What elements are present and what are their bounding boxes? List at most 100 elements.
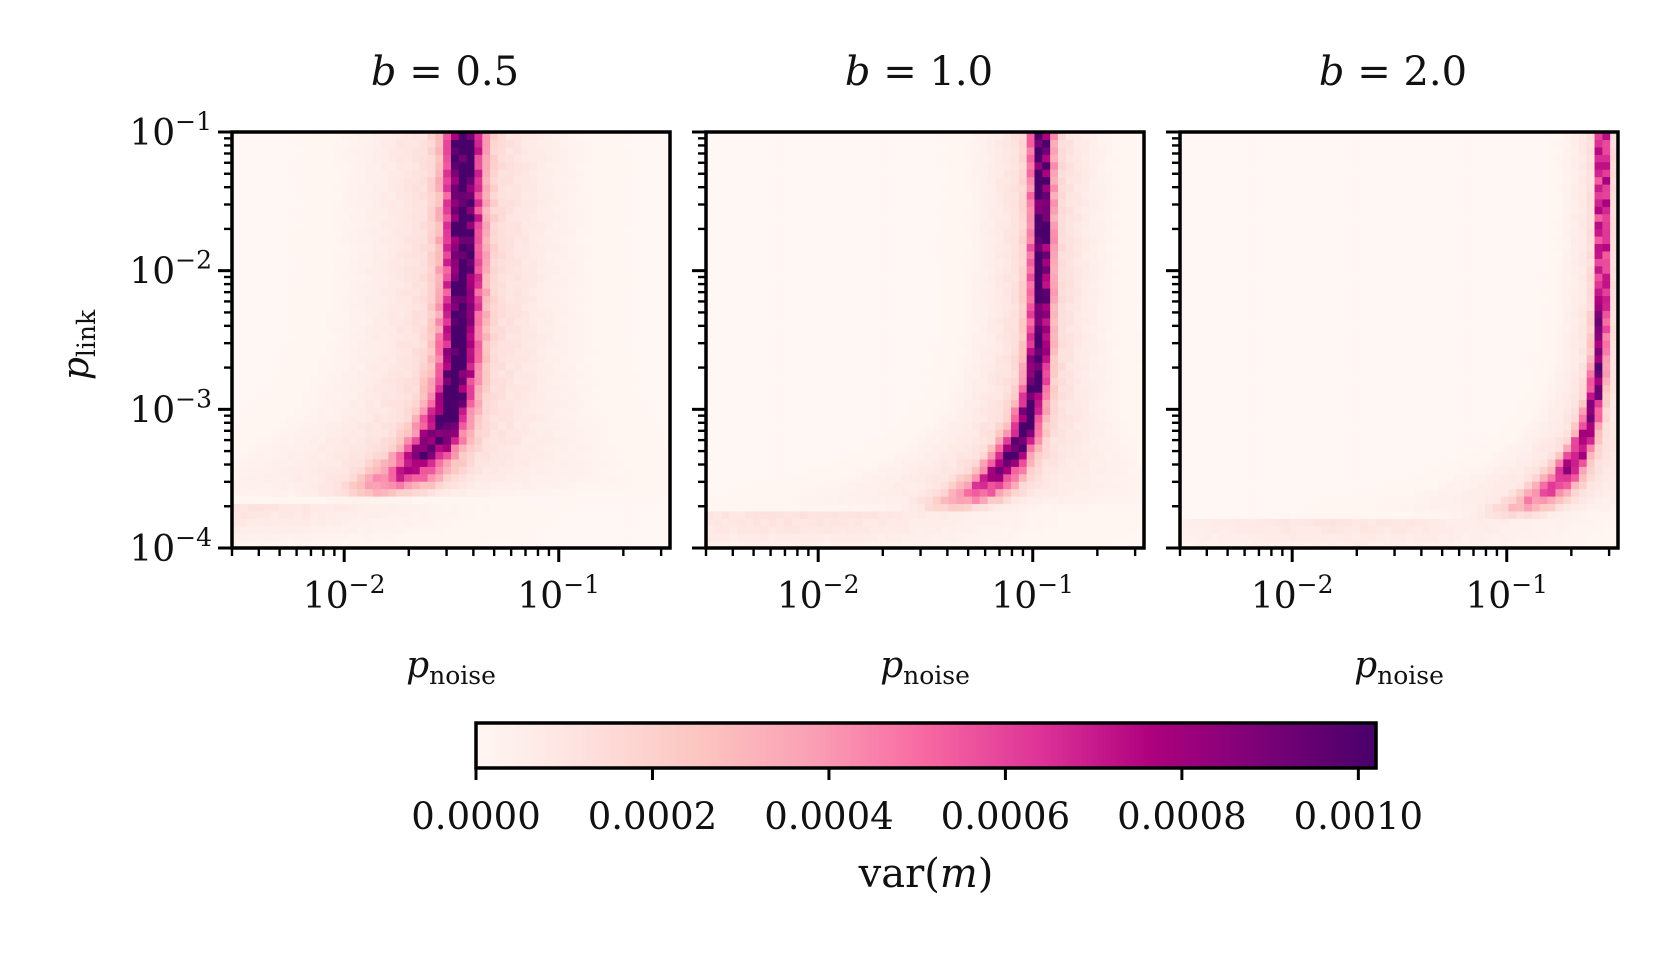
heatmap-cell (917, 444, 926, 453)
heatmap-cell (521, 525, 530, 534)
heatmap-cell (341, 399, 350, 408)
heatmap-cell (925, 325, 934, 334)
heatmap-cell (333, 540, 343, 549)
heatmap-cell (591, 206, 601, 215)
heatmap-cell (302, 288, 311, 297)
heatmap-cell (615, 466, 624, 475)
heatmap-cell (792, 458, 801, 467)
heatmap-cell (372, 488, 382, 497)
heatmap-cell (615, 399, 624, 408)
heatmap-cell (591, 369, 601, 378)
heatmap-cell (799, 161, 809, 170)
heatmap-cell (544, 132, 554, 141)
heatmap-cell (878, 510, 887, 519)
heatmap-cell (799, 444, 809, 453)
heatmap-cell (419, 198, 429, 207)
heatmap-cell (372, 280, 382, 289)
heatmap-cell (654, 169, 663, 178)
heatmap-cell (823, 392, 832, 401)
heatmap-cell (583, 295, 593, 304)
heatmap-cell (544, 169, 554, 178)
heatmap-cell (490, 406, 499, 415)
heatmap-cell (729, 481, 738, 490)
heatmap-cell (630, 377, 640, 386)
heatmap-cell (443, 473, 452, 482)
heatmap-cell (380, 377, 390, 386)
heatmap-cell (427, 540, 436, 549)
heatmap-cell (583, 139, 593, 148)
heatmap-cell (768, 213, 777, 222)
heatmap-cell (443, 496, 452, 505)
heatmap-cell (451, 146, 460, 155)
heatmap-cell (451, 369, 460, 378)
heatmap-cell (232, 302, 241, 311)
heatmap-cell (870, 176, 879, 185)
heatmap-cell (948, 154, 957, 163)
heatmap-cell (591, 280, 601, 289)
heatmap-cell (521, 139, 530, 148)
heatmap-cell (807, 288, 817, 297)
heatmap-cell (576, 466, 585, 475)
heatmap-cell (239, 399, 249, 408)
heatmap-cell (271, 496, 280, 505)
heatmap-cell (435, 139, 444, 148)
heatmap-cell (513, 332, 522, 341)
heatmap-cell (838, 332, 848, 341)
heatmap-cell (862, 310, 871, 319)
heatmap-cell (302, 198, 311, 207)
heatmap-cell (302, 406, 311, 415)
heatmap-cell (388, 176, 397, 185)
heatmap-cell (513, 325, 522, 334)
heatmap-cell (721, 458, 731, 467)
heatmap-cell (427, 161, 436, 170)
heatmap-cell (646, 503, 655, 512)
heatmap-cell (807, 458, 817, 467)
heatmap-cell (544, 406, 554, 415)
heatmap-cell (706, 228, 715, 237)
heatmap-cell (932, 317, 942, 326)
heatmap-cell (862, 184, 871, 193)
heatmap-cell (752, 444, 762, 453)
heatmap-cell (357, 221, 366, 230)
heatmap-cell (388, 421, 397, 430)
heatmap-cell (537, 250, 546, 259)
heatmap-cell (325, 362, 335, 371)
heatmap-cell (630, 317, 640, 326)
heatmap-cell (591, 325, 601, 334)
heatmap-cell (396, 473, 405, 482)
heatmap-cell (497, 295, 507, 304)
heatmap-cell (552, 191, 562, 200)
heatmap-cell (372, 132, 382, 141)
heatmap-cell (419, 184, 429, 193)
heatmap-cell (893, 347, 903, 356)
heatmap-cell (607, 354, 616, 363)
heatmap-cell (925, 221, 934, 230)
heatmap-cell (706, 496, 715, 505)
heatmap-cell (838, 510, 848, 519)
heatmap-cell (662, 169, 671, 178)
heatmap-cell (646, 496, 655, 505)
heatmap-cell (521, 184, 530, 193)
heatmap-cell (333, 310, 343, 319)
heatmap-cell (737, 436, 746, 445)
heatmap-cell (372, 354, 382, 363)
heatmap-cell (333, 518, 343, 527)
heatmap-cell (729, 540, 738, 549)
heatmap-cell (607, 451, 616, 460)
heatmap-cell (838, 258, 848, 267)
heatmap-cell (537, 533, 546, 542)
heatmap-cell (552, 436, 562, 445)
heatmap-cell (513, 406, 522, 415)
heatmap-cell (662, 414, 671, 423)
heatmap-cell (745, 421, 754, 430)
heatmap-cell (838, 161, 848, 170)
heatmap-cell (706, 169, 715, 178)
heatmap-cell (474, 265, 483, 274)
heatmap-cell (948, 496, 957, 505)
heatmap-cell (846, 392, 856, 401)
heatmap-cell (854, 458, 864, 467)
heatmap-cell (404, 206, 413, 215)
heatmap-cell (302, 191, 311, 200)
heatmap-cell (823, 236, 832, 245)
heatmap-cell (443, 139, 452, 148)
